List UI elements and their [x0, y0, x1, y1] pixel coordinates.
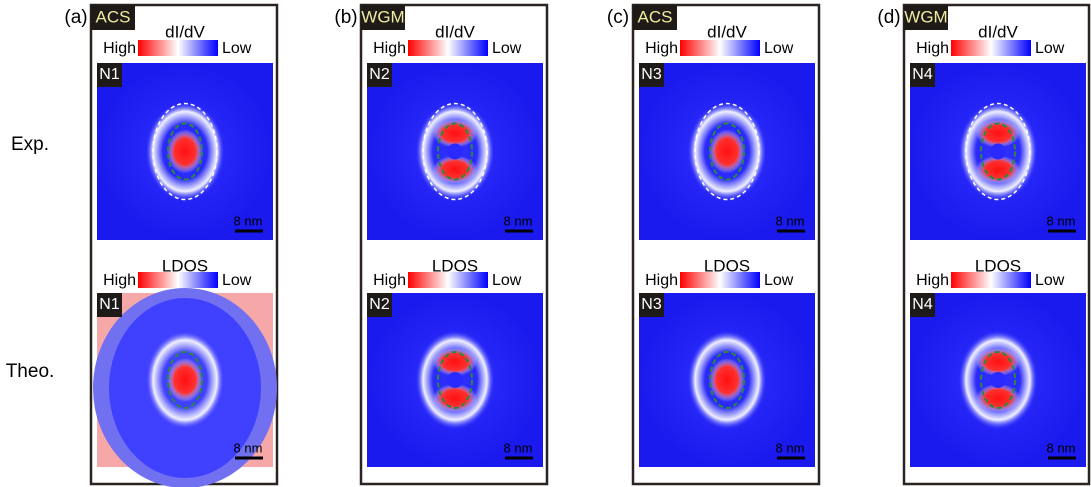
colorbar-title: dI/dV — [707, 22, 747, 41]
colorbar-high: High — [373, 40, 406, 57]
page: Exp.Theo.(a)ACSdI/dVHighLowN18 nmLDOSHig… — [0, 0, 1091, 487]
colorbar-high: High — [103, 40, 136, 57]
map-feature — [167, 130, 203, 174]
colorbar-low: Low — [492, 40, 522, 57]
panel-label: (c) — [607, 7, 629, 28]
scale-label: 8 nm — [776, 213, 805, 228]
panel-label: (b) — [334, 7, 357, 28]
colorbar-high: High — [373, 272, 406, 289]
colorbar — [951, 272, 1031, 288]
row-label: Exp. — [11, 134, 49, 155]
colorbar-high: High — [645, 40, 678, 57]
colorbar — [680, 272, 760, 288]
map-label: N4 — [912, 296, 933, 313]
colorbar — [138, 40, 218, 56]
scale-label: 8 nm — [504, 213, 533, 228]
scale-label: 8 nm — [776, 440, 805, 455]
colorbar — [951, 40, 1031, 56]
colorbar-title: dI/dV — [435, 22, 475, 41]
map-label: N2 — [369, 66, 390, 83]
map-label: N3 — [641, 296, 662, 313]
map-label: N2 — [369, 296, 390, 313]
map-feature — [990, 144, 1006, 160]
scale-label: 8 nm — [1047, 440, 1076, 455]
colorbar-low: Low — [1035, 272, 1065, 289]
colorbar — [138, 272, 218, 288]
colorbar-low: Low — [222, 40, 252, 57]
colorbar-high: High — [916, 272, 949, 289]
map-feature — [709, 358, 745, 402]
colorbar-low: Low — [764, 272, 794, 289]
colorbar-high: High — [645, 272, 678, 289]
colorbar-low: Low — [764, 40, 794, 57]
panel-label: (a) — [64, 7, 87, 28]
map-label: N1 — [99, 296, 120, 313]
scale-label: 8 nm — [234, 440, 263, 455]
colorbar-high: High — [916, 40, 949, 57]
map-label: N3 — [641, 66, 662, 83]
map-feature — [167, 358, 203, 402]
colorbar-title: dI/dV — [978, 22, 1018, 41]
tag: ACS — [96, 7, 131, 26]
map-feature — [447, 144, 463, 160]
colorbar-low: Low — [222, 272, 252, 289]
tag: ACS — [638, 7, 673, 26]
map-label: N4 — [912, 66, 933, 83]
figure: Exp.Theo.(a)ACSdI/dVHighLowN18 nmLDOSHig… — [0, 0, 1091, 487]
scale-label: 8 nm — [1047, 213, 1076, 228]
colorbar — [408, 40, 488, 56]
scale-label: 8 nm — [234, 213, 263, 228]
panel-label: (d) — [877, 7, 900, 28]
map-feature — [447, 372, 463, 388]
map-feature — [990, 372, 1006, 388]
map-feature — [709, 130, 745, 174]
colorbar-high: High — [103, 272, 136, 289]
scale-label: 8 nm — [504, 440, 533, 455]
colorbar-low: Low — [492, 272, 522, 289]
row-label: Theo. — [6, 361, 55, 382]
colorbar-low: Low — [1035, 40, 1065, 57]
tag: WGM — [361, 7, 404, 26]
map-label: N1 — [99, 66, 120, 83]
colorbar — [408, 272, 488, 288]
colorbar — [680, 40, 760, 56]
colorbar-title: dI/dV — [165, 22, 205, 41]
tag: WGM — [904, 7, 947, 26]
